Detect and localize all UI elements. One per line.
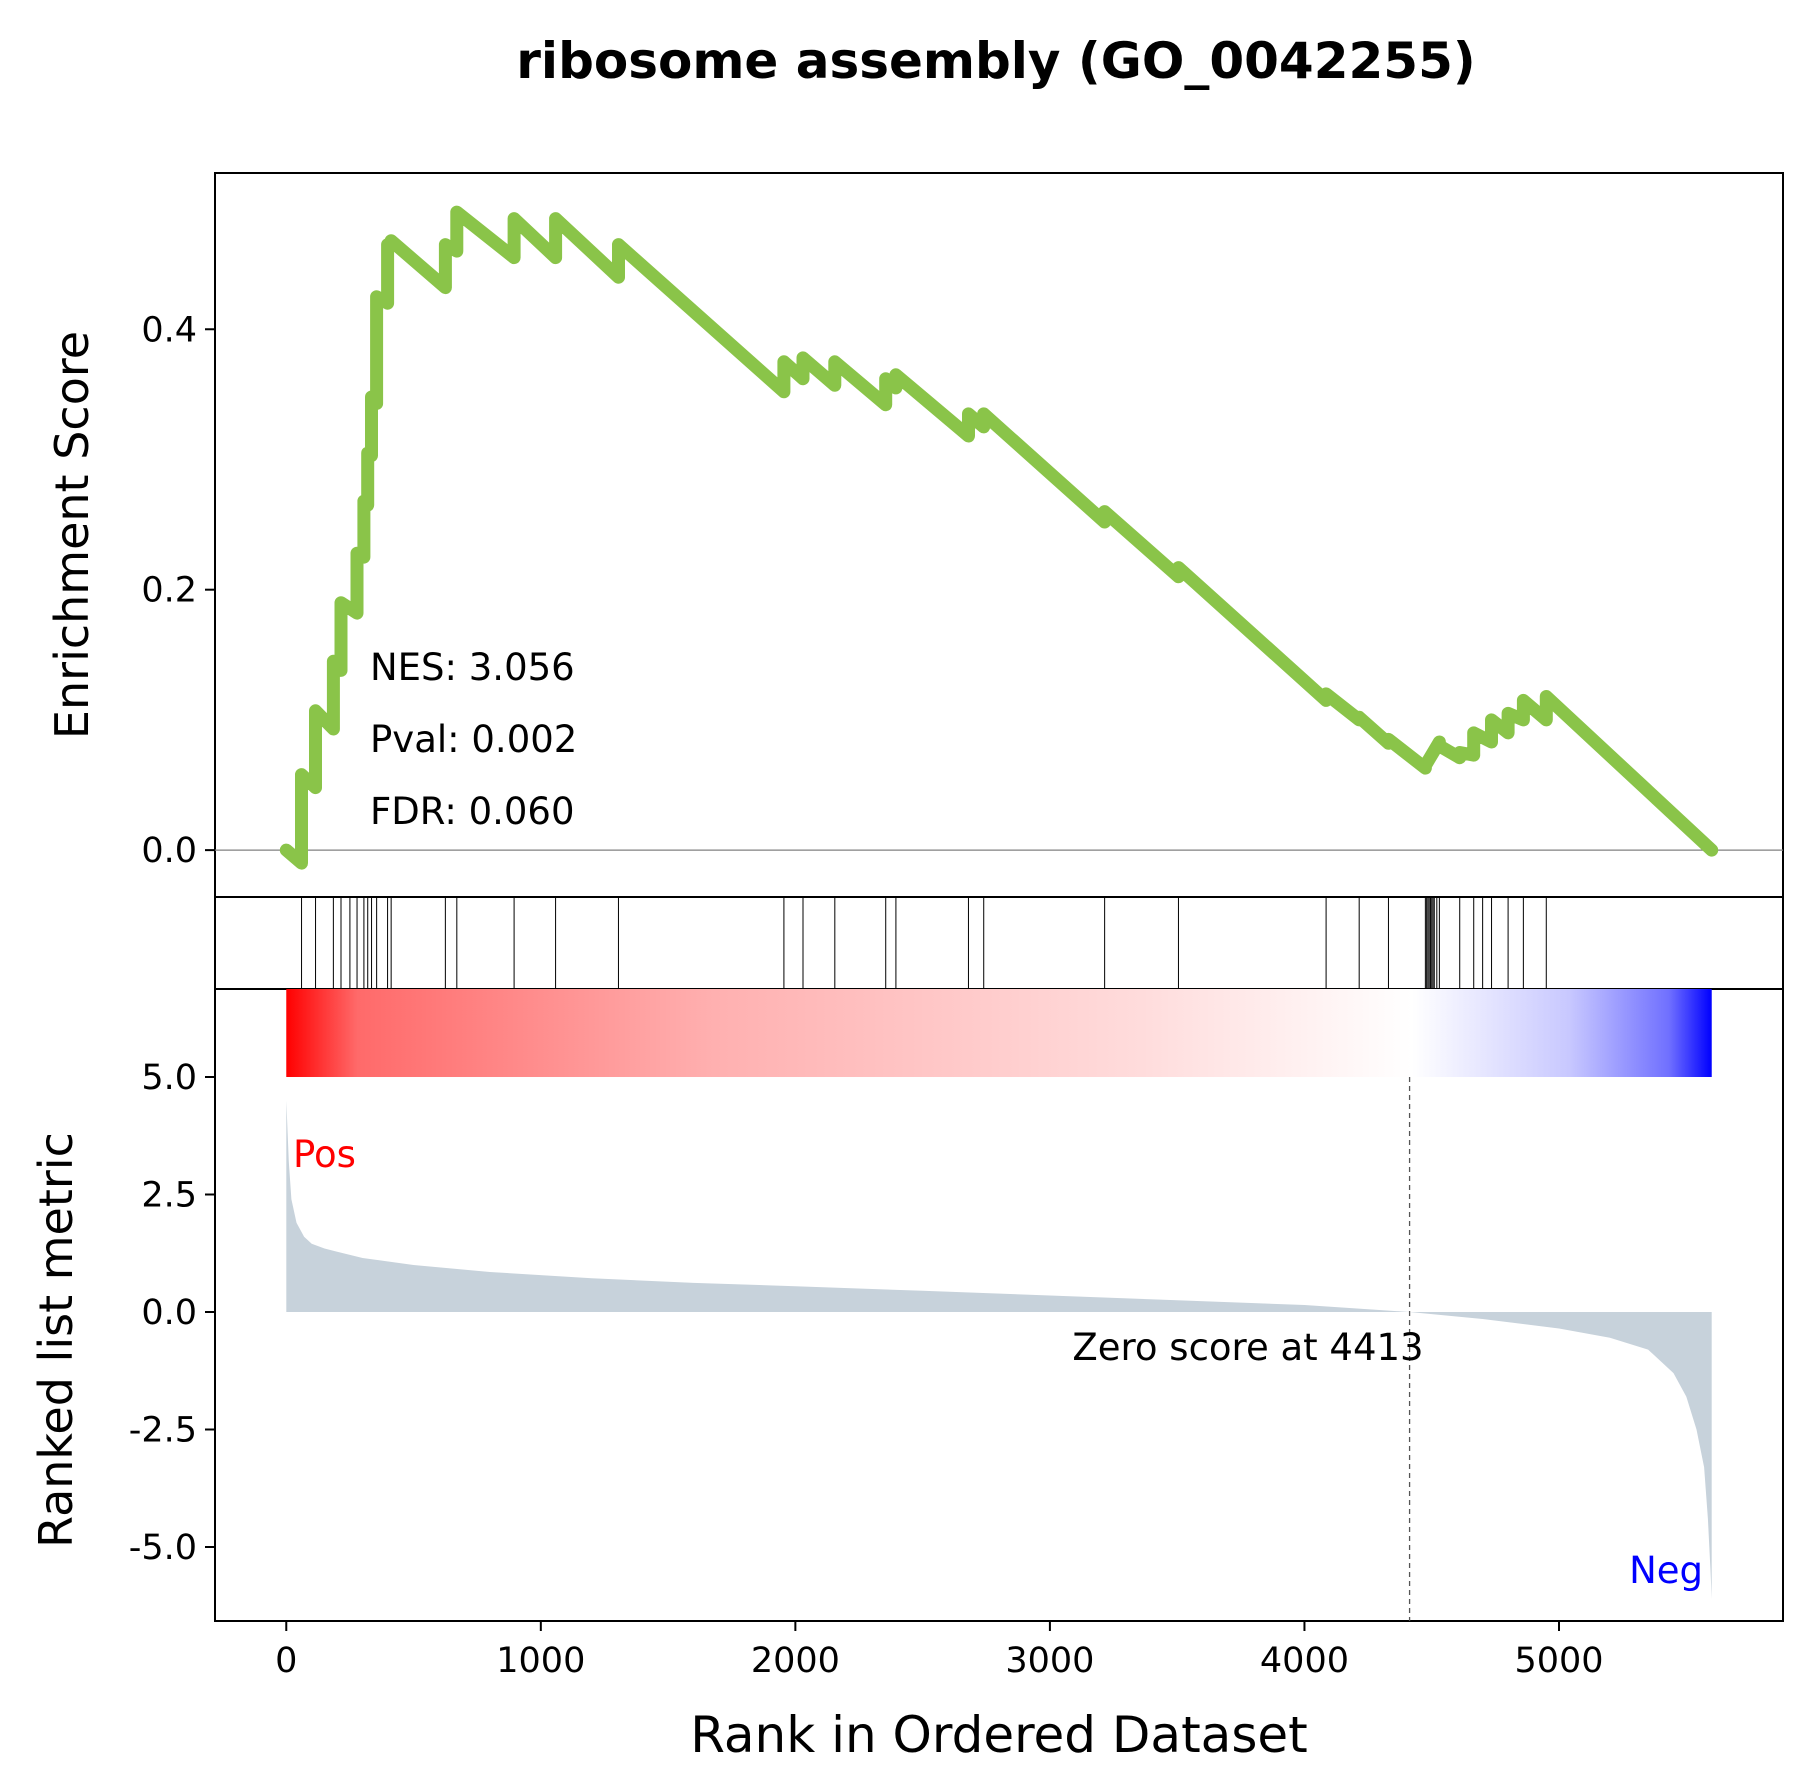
x-tick-label: 2000 — [751, 1641, 840, 1681]
es-y-tick-label: 0.2 — [141, 571, 197, 611]
pos-label: Pos — [293, 1133, 356, 1176]
rank-y-axis: 5.0 2.5 0.0 -2.5 -5.0 — [129, 1058, 215, 1568]
x-tick-label: 3000 — [1005, 1641, 1094, 1681]
x-axis: 0 1000 2000 3000 4000 5000 — [275, 1621, 1604, 1681]
x-tick-label: 4000 — [1260, 1641, 1349, 1681]
x-tick-label: 5000 — [1514, 1641, 1603, 1681]
es-y-tick-label: 0.4 — [141, 310, 197, 350]
chart-title: ribosome assembly (GO_0042255) — [516, 32, 1475, 90]
x-axis-label: Rank in Ordered Dataset — [690, 1706, 1307, 1764]
pval-stat: Pval: 0.002 — [370, 718, 577, 761]
x-tick-label: 0 — [275, 1641, 297, 1681]
rank-y-tick-label: 5.0 — [141, 1058, 197, 1098]
rank-y-axis-label: Ranked list metric — [29, 1132, 83, 1548]
es-y-tick-label: 0.0 — [141, 831, 197, 871]
rank-y-tick-label: -2.5 — [129, 1411, 197, 1451]
rank-y-tick-label: 2.5 — [141, 1176, 197, 1216]
nes-stat: NES: 3.056 — [370, 646, 575, 689]
hits-panel — [301, 897, 1547, 989]
fdr-stat: FDR: 0.060 — [370, 790, 575, 833]
es-y-axis-label: Enrichment Score — [45, 331, 99, 739]
es-y-axis: 0.0 0.2 0.4 — [141, 310, 215, 871]
rank-colorbar — [286, 989, 1712, 1077]
enrichment-panel: 0.0 0.2 0.4 NES: 3.056 Pval: 0.002 FDR: 0.… — [45, 205, 1783, 871]
rank-y-tick-label: 0.0 — [141, 1293, 197, 1333]
x-tick-label: 1000 — [496, 1641, 585, 1681]
neg-label: Neg — [1629, 1549, 1703, 1592]
zero-score-label: Zero score at 4413 — [1072, 1326, 1423, 1369]
es-running-score-line — [279, 205, 1719, 870]
ranked-metric-area — [286, 1100, 1712, 1599]
hits-panel-frame — [214, 896, 1784, 990]
ranked-panel: 5.0 2.5 0.0 -2.5 -5.0 Pos Neg Zero score at … — [29, 989, 1712, 1621]
rank-y-tick-label: -5.0 — [129, 1528, 197, 1568]
